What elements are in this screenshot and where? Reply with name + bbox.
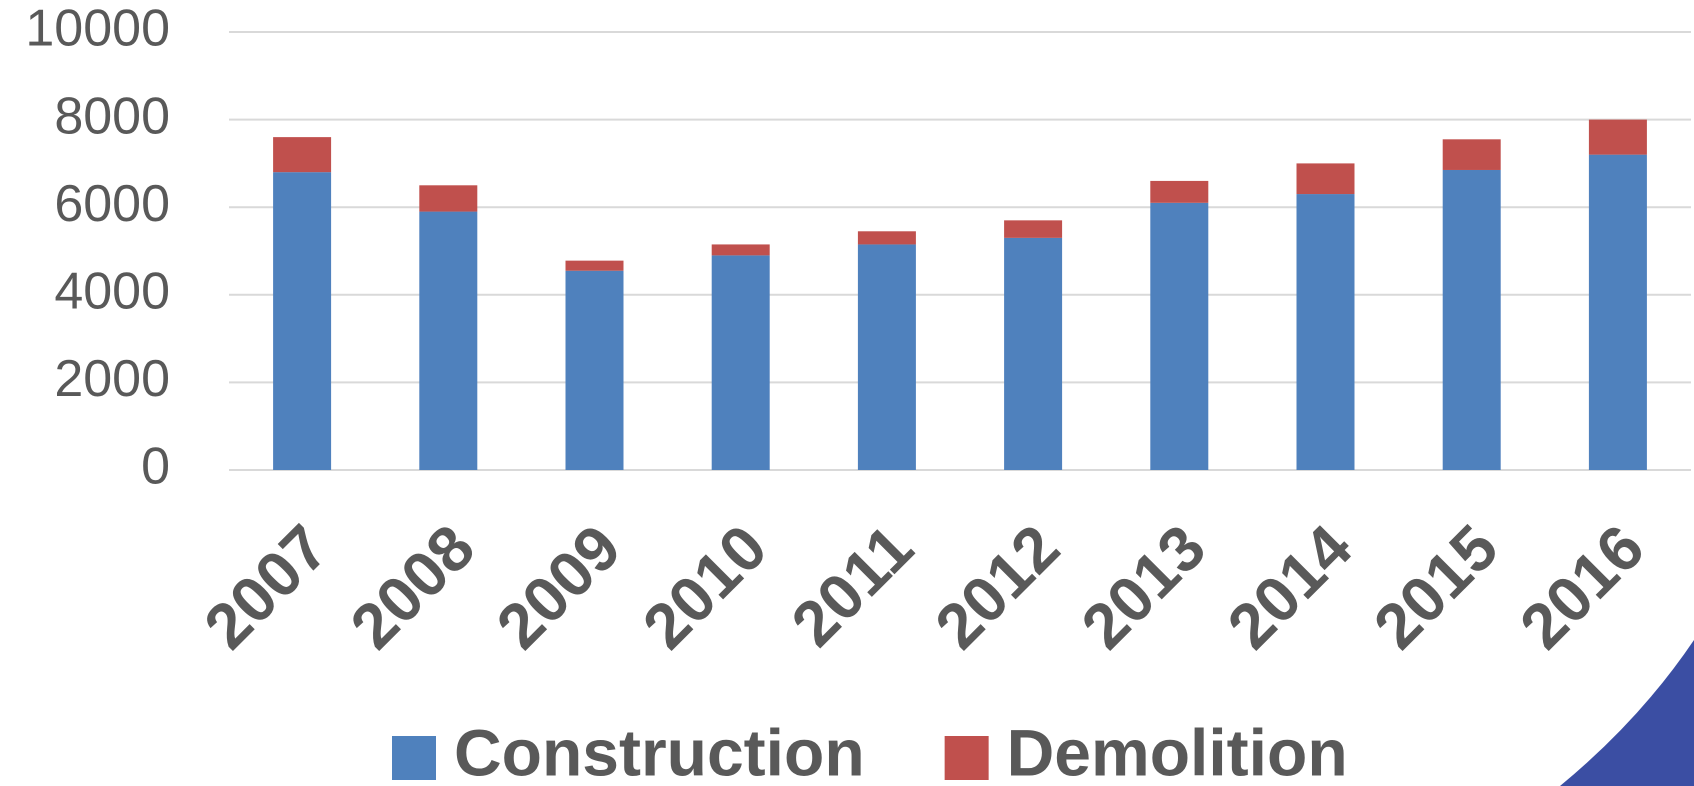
x-tick-label: 2012 <box>921 511 1073 663</box>
bar-segment <box>857 231 916 245</box>
bar-segment <box>711 255 770 470</box>
legend-swatch <box>944 736 989 780</box>
bar-segment <box>1296 194 1355 470</box>
x-tick-label: 2008 <box>337 511 489 663</box>
bar-segment <box>1442 139 1501 170</box>
x-tick-label: 2014 <box>1214 511 1366 663</box>
bar-segment <box>1150 180 1209 203</box>
bar-segment <box>565 270 624 470</box>
y-tick-label: 2000 <box>54 350 170 408</box>
bar-segment <box>1442 169 1501 470</box>
y-tick-label: 6000 <box>54 175 170 233</box>
x-tick-label: 2013 <box>1068 511 1220 663</box>
x-tick-label: 2009 <box>483 511 635 663</box>
y-tick-label: 4000 <box>54 263 170 321</box>
x-tick-label: 2015 <box>1360 511 1512 663</box>
y-tick-label: 8000 <box>54 87 170 145</box>
bar-segment <box>419 185 478 212</box>
bar-segment <box>1588 154 1647 470</box>
bar-segment <box>1150 202 1209 470</box>
bar-segment <box>1296 163 1355 195</box>
corner-decoration <box>1560 640 1694 786</box>
y-tick-label: 0 <box>141 438 170 496</box>
x-tick-label: 2011 <box>778 511 927 660</box>
bar-segment <box>1004 220 1063 238</box>
legend-label: Demolition <box>1007 715 1348 786</box>
bar-segment <box>273 137 332 173</box>
x-tick-label: 2007 <box>190 511 342 663</box>
legend-label: Construction <box>454 715 865 786</box>
bar-segment <box>1004 237 1063 470</box>
bar-segment <box>419 211 478 470</box>
bar-segment <box>565 260 624 271</box>
x-tick-label: 2016 <box>1506 511 1658 663</box>
bar-segment <box>1588 119 1647 155</box>
legend-swatch <box>392 736 436 780</box>
bar-segment <box>857 244 916 470</box>
bar-segment <box>273 172 332 470</box>
x-tick-label: 2010 <box>629 511 781 663</box>
y-tick-label: 10000 <box>25 0 170 58</box>
bar-segment <box>711 244 770 256</box>
